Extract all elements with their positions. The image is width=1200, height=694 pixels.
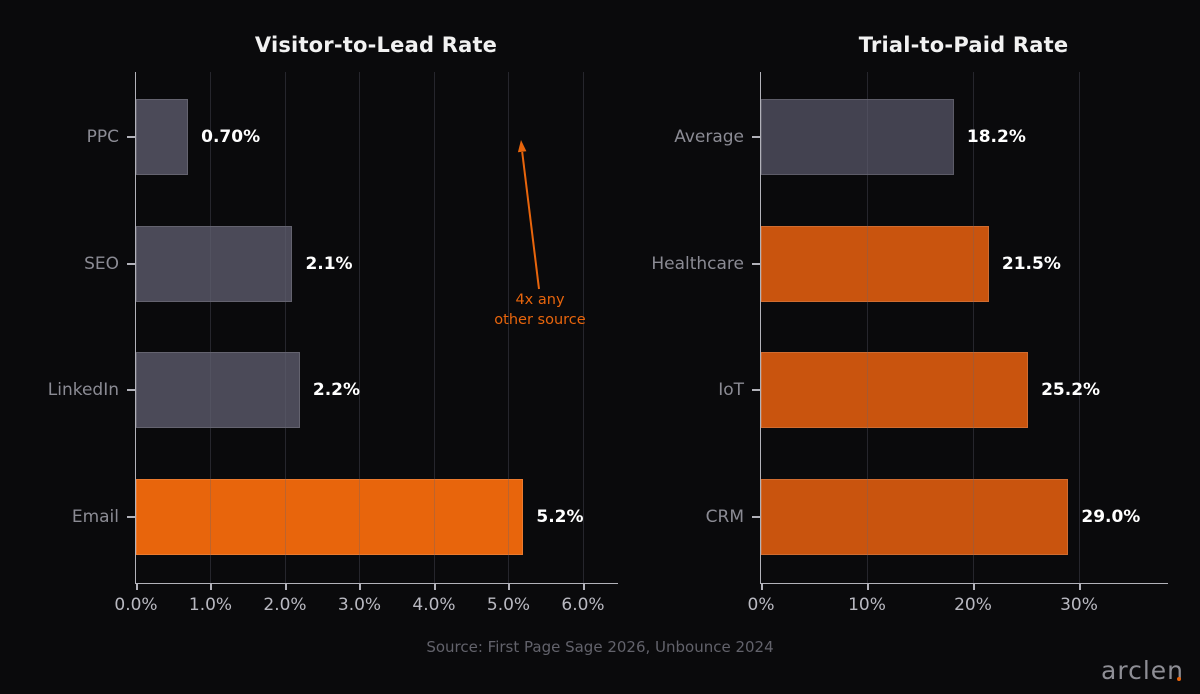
x-axis-tick-label: 30% <box>1060 595 1098 615</box>
right-chart-plot-area: 0% 10% 20% 30% Average 18.2% Healthcare 21.5% Io… <box>651 72 1168 615</box>
x-axis-tickmark <box>433 583 436 590</box>
gridline <box>359 72 361 583</box>
gridline <box>433 72 435 583</box>
x-axis-tickmark <box>1078 583 1081 590</box>
y-axis-tickmark <box>127 516 135 519</box>
value-label: 0.70% <box>201 127 261 147</box>
bar-email <box>136 479 524 556</box>
y-axis-tickmark <box>752 516 760 519</box>
category-label: IoT <box>718 380 744 401</box>
x-axis-tick-label: 0.0% <box>114 595 158 615</box>
y-axis-tickmark <box>127 262 135 265</box>
value-label: 21.5% <box>1001 253 1061 274</box>
x-axis-tickmark <box>866 583 869 590</box>
gridline <box>508 72 510 583</box>
x-axis-tickmark <box>136 583 138 590</box>
gridline <box>210 72 212 583</box>
gridline <box>284 72 286 583</box>
annotation-line-1: 4x any <box>515 292 565 308</box>
bar-iot <box>761 352 1029 429</box>
y-axis-tickmark <box>752 389 760 392</box>
left-chart-plot-area: 0.0% 1.0% 2.0% 3.0% 4.0% 5.0% 6.0% PPC 0.70% SEO 2… <box>48 72 618 615</box>
right-chart-title: Trial-to-Paid Rate <box>858 33 1069 57</box>
x-axis-tick-label: 0% <box>747 595 775 615</box>
x-axis-tick-label: 10% <box>848 595 886 615</box>
left-chart-title: Visitor-to-Lead Rate <box>254 33 498 57</box>
y-axis-tickmark <box>752 136 760 138</box>
x-axis-tick-label: 1.0% <box>188 595 233 615</box>
gridline <box>1078 72 1080 583</box>
annotation-line-2: other source <box>494 312 586 328</box>
gridline <box>582 72 584 583</box>
x-axis-tickmark <box>582 583 585 590</box>
value-label: 29.0% <box>1081 507 1141 528</box>
x-axis-tick-label: 3.0% <box>337 595 382 615</box>
x-axis-tick-label: 20% <box>954 595 992 615</box>
bar-healthcare <box>761 225 989 302</box>
category-label: Average <box>674 127 744 147</box>
x-axis-tickmark <box>972 583 975 590</box>
gridline <box>866 72 868 583</box>
value-label: 5.2% <box>536 507 584 528</box>
gridline <box>972 72 974 583</box>
category-label: Healthcare <box>651 253 744 274</box>
brand-logo-dot-icon <box>1177 677 1181 681</box>
value-label: 25.2% <box>1041 380 1101 401</box>
bar-crm <box>761 479 1069 556</box>
x-axis-tickmark <box>761 583 763 590</box>
x-axis-tickmark <box>284 583 287 590</box>
value-label: 2.2% <box>312 380 361 401</box>
category-label: LinkedIn <box>47 380 119 401</box>
y-axis-tickmark <box>127 136 135 138</box>
y-axis-tickmark <box>127 389 135 392</box>
category-label: Email <box>71 507 119 528</box>
x-axis-tick-label: 2.0% <box>263 595 307 615</box>
x-axis-tickmark <box>210 583 213 590</box>
source-caption: Source: First Page Sage 2026, Unbounce 2… <box>426 638 774 656</box>
annotation-label: 4x any other source <box>450 290 630 330</box>
x-axis-tickmark <box>508 583 511 590</box>
value-label: 18.2% <box>966 127 1026 147</box>
bar-average <box>761 99 954 175</box>
value-label: 2.1% <box>305 253 353 274</box>
bar-linkedin <box>136 352 300 429</box>
x-axis-tick-label: 6.0% <box>561 595 605 615</box>
brand-logo: arclen <box>1101 656 1184 685</box>
category-label: CRM <box>705 507 744 528</box>
x-axis-tick-label: 4.0% <box>412 595 456 615</box>
x-axis-tickmark <box>359 583 362 590</box>
bar-ppc <box>136 99 189 175</box>
category-label: SEO <box>84 253 119 274</box>
x-axis-tick-label: 5.0% <box>486 595 531 615</box>
category-label: PPC <box>86 127 119 147</box>
annotation-arrow <box>517 140 540 290</box>
bar-seo <box>136 225 293 302</box>
y-axis-tickmark <box>752 262 760 265</box>
